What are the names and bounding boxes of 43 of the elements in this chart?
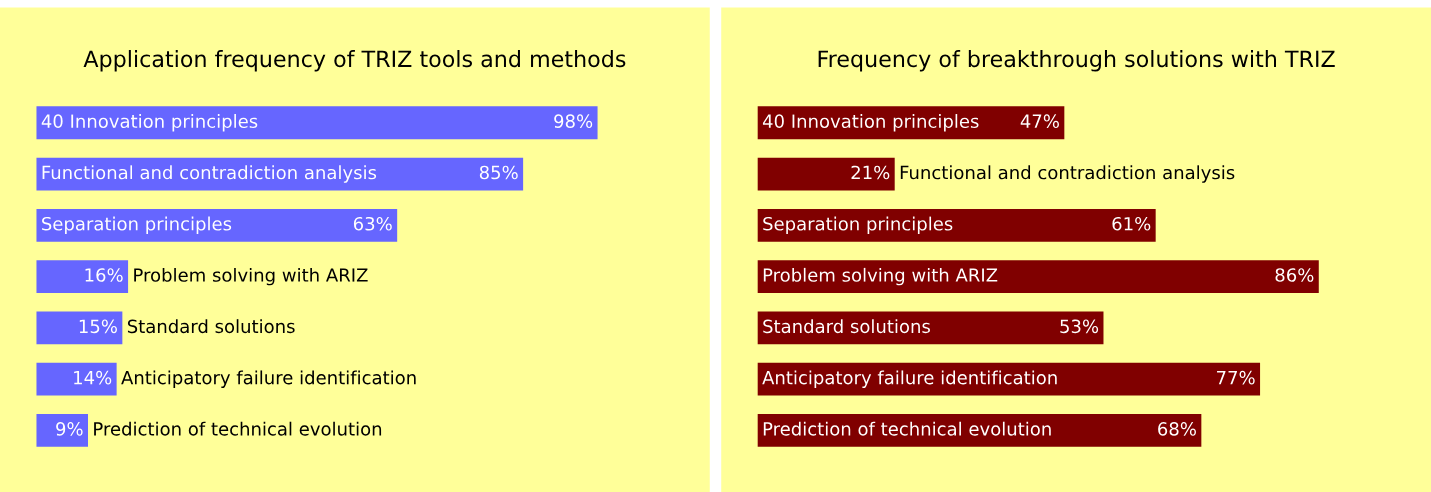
data-label: 15% [79, 319, 117, 334]
data-label: 14% [74, 370, 112, 385]
y-tick-label: 40 Innovation principles [41, 114, 258, 132]
y-tick-label: Separation principles [763, 216, 953, 235]
y-tick-label: Separation principles [42, 216, 232, 235]
data-label: 77% [1217, 370, 1255, 385]
chart-title: Frequency of breakthrough solutions with TRIZ [818, 50, 1335, 72]
bar [757, 362, 1261, 396]
y-tick-label: Anticipatory failure identification [121, 370, 416, 388]
y-tick-label: Standard solutions [763, 319, 930, 334]
bar [36, 208, 398, 242]
data-label: 68% [1158, 422, 1196, 436]
bar [36, 311, 123, 345]
y-tick-label: Prediction of technical evolution [94, 421, 382, 436]
bar [757, 157, 895, 191]
bar [757, 260, 1319, 294]
y-tick-label: Problem solving with ARIZ [134, 267, 368, 286]
data-label: 47% [1020, 114, 1059, 128]
data-label: 53% [1060, 319, 1099, 334]
y-tick-label: Prediction of technical evolution [763, 421, 1051, 436]
y-tick-label: Functional and contradiction analysis [900, 165, 1235, 183]
y-tick-label: Functional and contradiction analysis [42, 165, 377, 183]
data-label: 98% [554, 114, 593, 128]
data-label: 86% [1275, 268, 1314, 282]
y-tick-label: Standard solutions [127, 319, 295, 334]
bar [36, 414, 88, 447]
bar [757, 414, 1202, 447]
data-label: 85% [479, 165, 518, 180]
data-label: 63% [353, 216, 392, 231]
bar [36, 106, 598, 140]
bar [36, 260, 129, 294]
bar [757, 106, 1065, 140]
bar [757, 208, 1156, 242]
y-tick-label: Anticipatory failure identification [762, 370, 1057, 388]
data-label: 16% [85, 268, 123, 282]
y-tick-label: 40 Innovation principles [762, 114, 979, 132]
bar [36, 362, 117, 396]
bar [757, 311, 1104, 345]
data-label: 9% [56, 422, 83, 436]
y-tick-label: Problem solving with ARIZ [763, 267, 998, 286]
data-label: 61% [1112, 216, 1151, 231]
chart-title: Application frequency of TRIZ tools and methods [83, 50, 626, 72]
data-label: 21% [851, 165, 890, 180]
